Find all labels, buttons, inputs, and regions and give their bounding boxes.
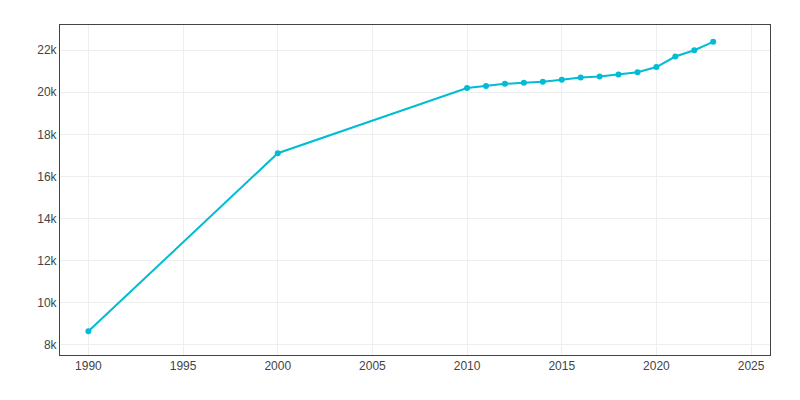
svg-text:22k: 22k [37, 43, 57, 57]
svg-text:2000: 2000 [264, 359, 291, 373]
svg-text:2015: 2015 [548, 359, 575, 373]
svg-text:1990: 1990 [75, 359, 102, 373]
svg-text:1995: 1995 [170, 359, 197, 373]
svg-text:18k: 18k [37, 128, 57, 142]
svg-text:10k: 10k [37, 296, 57, 310]
svg-text:14k: 14k [37, 212, 57, 226]
svg-text:2010: 2010 [454, 359, 481, 373]
svg-text:12k: 12k [37, 254, 57, 268]
svg-text:2005: 2005 [359, 359, 386, 373]
svg-text:2020: 2020 [643, 359, 670, 373]
svg-text:16k: 16k [37, 170, 57, 184]
svg-text:8k: 8k [44, 338, 58, 352]
svg-text:2025: 2025 [738, 359, 765, 373]
svg-text:20k: 20k [37, 85, 57, 99]
